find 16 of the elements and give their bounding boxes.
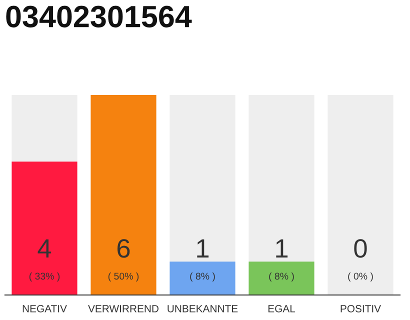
data-label: 6 xyxy=(118,239,130,258)
x-tick-label: UNBEKANNTE xyxy=(168,305,238,312)
x-tick-label: POSITIV xyxy=(340,304,382,312)
annotation: ( 0% ) xyxy=(348,272,373,282)
data-label: 1 xyxy=(197,239,209,258)
x-tick-label: VERWIRREND xyxy=(88,305,158,312)
annotation: ( 33% ) xyxy=(29,272,60,282)
data-label: 4 xyxy=(38,239,52,258)
x-tick-label: EGAL xyxy=(268,304,296,312)
annotation: ( 50% ) xyxy=(108,272,139,282)
x-tick-label: NEGATIV xyxy=(22,304,67,312)
chart-title: 03402301564 xyxy=(6,6,192,28)
data-label: 0 xyxy=(354,239,367,258)
data-label: 1 xyxy=(276,239,288,258)
annotation: ( 8% ) xyxy=(269,272,294,282)
annotation: ( 8% ) xyxy=(190,272,215,282)
